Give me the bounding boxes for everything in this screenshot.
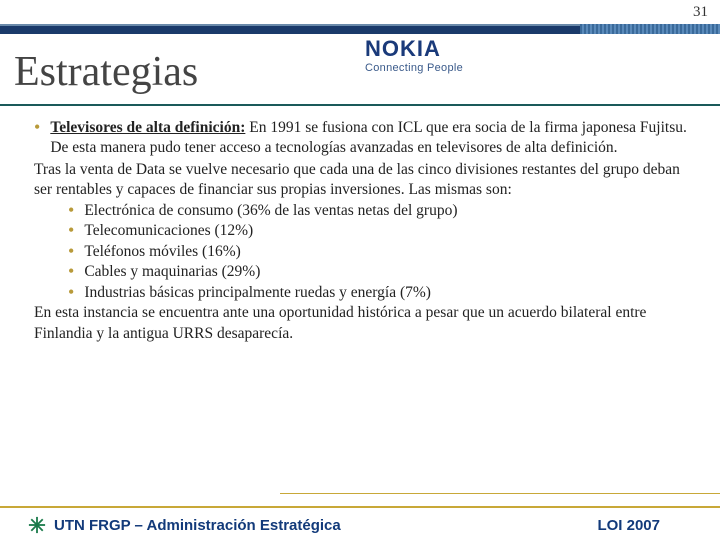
header-bar-accent — [580, 24, 720, 34]
paragraph-2: En esta instancia se encuentra ante una … — [34, 303, 696, 344]
footer-line-thin — [280, 493, 720, 494]
content-body: • Televisores de alta definición: En 199… — [34, 118, 696, 344]
bullet-icon: • — [34, 118, 40, 138]
footer-left-text: UTN FRGP – Administración Estratégica — [54, 517, 341, 534]
list-item-text: Teléfonos móviles (16%) — [84, 242, 696, 262]
list-item: • Industrias básicas principalmente rueda… — [68, 283, 696, 303]
list-item: • Teléfonos móviles (16%) — [68, 242, 696, 262]
slide-title: Estrategias — [14, 48, 198, 96]
list-item: • Cables y maquinarias (29%) — [68, 262, 696, 282]
footer-right-text: LOI 2007 — [597, 517, 660, 534]
footer-asterisk-icon — [28, 516, 46, 534]
logo: NOKIA Connecting People — [365, 38, 463, 74]
list-item-text: Cables y maquinarias (29%) — [84, 262, 696, 282]
page-number: 31 — [693, 4, 708, 21]
sub-bullet-list: • Electrónica de consumo (36% de las vent… — [68, 201, 696, 303]
list-item-text: Electrónica de consumo (36% de las venta… — [84, 201, 696, 221]
title-underline — [0, 104, 720, 106]
list-item: • Electrónica de consumo (36% de las vent… — [68, 201, 696, 221]
bullet-icon: • — [68, 221, 74, 241]
list-item-text: Industrias básicas principalmente ruedas… — [84, 283, 696, 303]
logo-text: NOKIA — [365, 38, 463, 60]
logo-tagline: Connecting People — [365, 62, 463, 74]
bullet-icon: • — [68, 283, 74, 303]
main-bullet-text: Televisores de alta definición: En 1991 … — [50, 118, 696, 159]
bullet-icon: • — [68, 262, 74, 282]
bullet-icon: • — [68, 201, 74, 221]
bullet-heading: Televisores de alta definición: — [50, 119, 245, 136]
list-item-text: Telecomunicaciones (12%) — [84, 221, 696, 241]
main-bullet: • Televisores de alta definición: En 199… — [34, 118, 696, 159]
list-item: • Telecomunicaciones (12%) — [68, 221, 696, 241]
bullet-icon: • — [68, 242, 74, 262]
footer-line-thick — [0, 506, 720, 508]
paragraph-1: Tras la venta de Data se vuelve necesari… — [34, 160, 696, 201]
